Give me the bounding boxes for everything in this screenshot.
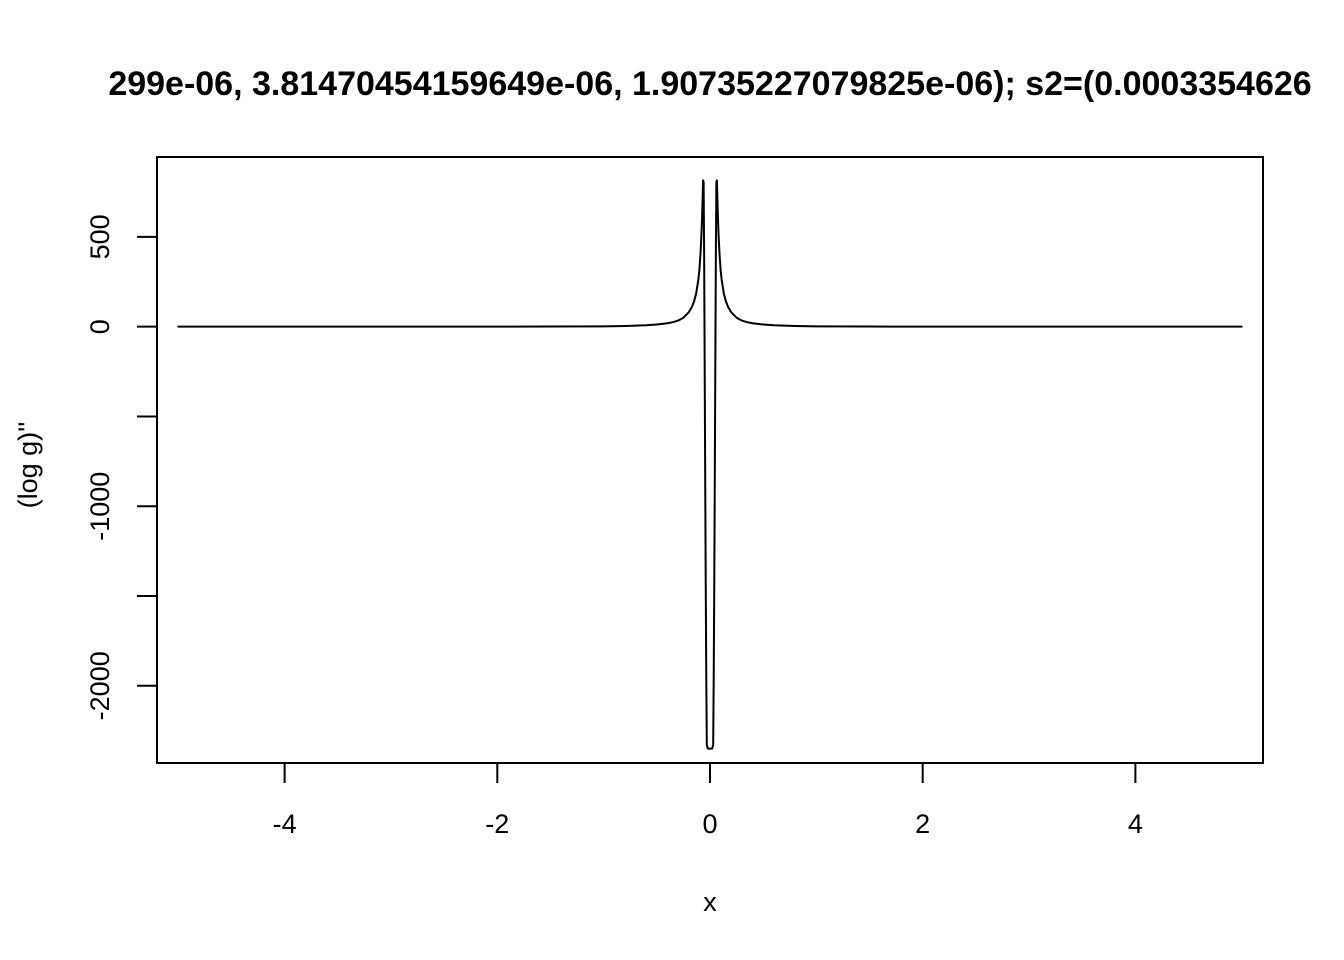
plot-frame: [156, 156, 1264, 764]
chart-title: 299e-06, 3.81470454159649e-06, 1.9073522…: [108, 65, 1311, 103]
x-axis: -4 -2 0 2 4: [273, 762, 1143, 839]
y-tick-label: -1000: [85, 472, 115, 541]
y-axis-title: (log g)'': [13, 422, 43, 509]
y-tick-label: 500: [85, 214, 115, 259]
x-axis-title: x: [703, 887, 717, 917]
x-tick-label: -4: [273, 809, 297, 839]
x-tick-label: 0: [702, 809, 717, 839]
x-tick-label: -2: [485, 809, 509, 839]
y-tick-label: 0: [85, 319, 115, 334]
series-line-1: [177, 179, 1243, 750]
x-tick-label: 4: [1128, 809, 1143, 839]
series-layer: [177, 179, 1243, 750]
y-axis: -2000 -1000 0 500: [85, 214, 158, 720]
y-tick-label: -2000: [85, 651, 115, 720]
x-tick-label: 2: [915, 809, 930, 839]
